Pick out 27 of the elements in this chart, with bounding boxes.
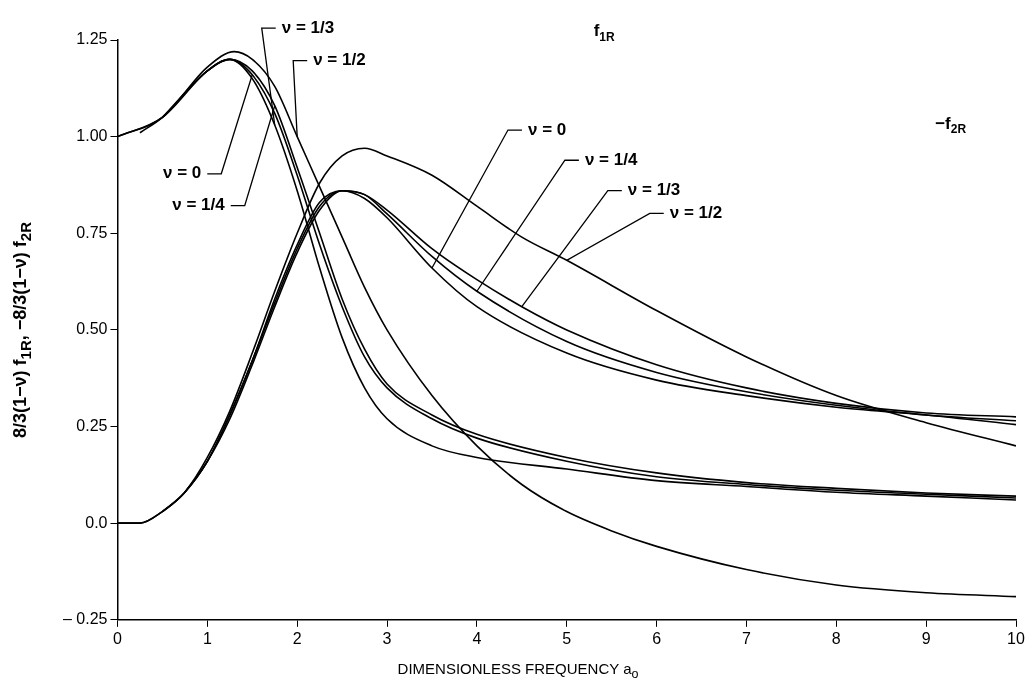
x-tick-label: 6 <box>652 629 662 647</box>
x-tick-label: 5 <box>562 629 572 647</box>
annotation: ν = 1/2 <box>669 203 723 223</box>
annotation: ν = 0 <box>162 163 202 183</box>
y-tick-label: 0.25 <box>76 416 108 434</box>
x-tick-label: 9 <box>921 629 931 647</box>
x-axis-title: DIMENSIONLESS FREQUENCY a$_{o}$ <box>396 660 640 681</box>
y-tick-label: 0.75 <box>76 223 108 241</box>
y-tick-label: 1.00 <box>76 127 108 145</box>
annotation: ν = 1/4 <box>584 149 638 169</box>
y-tick-label: 1.25 <box>76 30 108 48</box>
y-tick-label: 0.0 <box>85 513 108 531</box>
annotation: ν = 1/2 <box>313 50 366 70</box>
annotation: ν = 1/3 <box>627 180 681 200</box>
annotation: ν = 1/3 <box>281 17 335 37</box>
x-tick-label: 7 <box>741 629 751 647</box>
x-tick-label: 8 <box>831 629 841 647</box>
annotation: ν = 1/4 <box>172 195 226 215</box>
x-tick-label: 1 <box>202 629 212 647</box>
y-tick-label: 0.50 <box>76 320 108 338</box>
x-tick-label: 3 <box>382 629 392 647</box>
x-tick-label: 0 <box>113 629 123 647</box>
y-tick-label: – 0.25 <box>63 610 108 628</box>
x-tick-label: 4 <box>472 629 482 647</box>
annotation: ν = 0 <box>527 119 567 139</box>
x-tick-label: 10 <box>1007 629 1025 647</box>
x-tick-label: 2 <box>292 629 302 647</box>
